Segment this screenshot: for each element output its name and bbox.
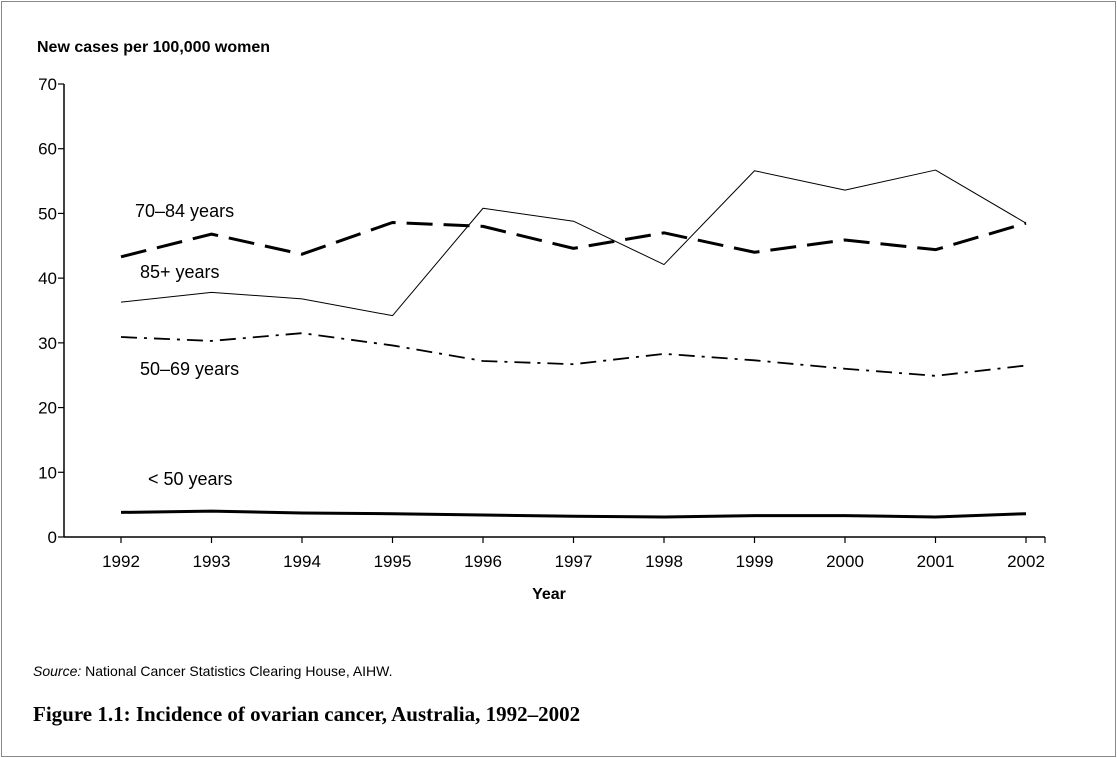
y-tick-label: 30 xyxy=(38,334,57,353)
y-axis-title: New cases per 100,000 women xyxy=(37,39,270,56)
x-tick-label: 1998 xyxy=(645,552,683,571)
y-tick-label: 70 xyxy=(38,75,57,94)
y-tick-label: 60 xyxy=(38,140,57,159)
source-text: National Cancer Statistics Clearing Hous… xyxy=(81,663,393,679)
source-note: Source: National Cancer Statistics Clear… xyxy=(33,663,393,679)
x-tick-label: 1994 xyxy=(283,552,321,571)
figure-caption: Figure 1.1: Incidence of ovarian cancer,… xyxy=(33,702,581,726)
series-label: 50–69 years xyxy=(140,359,239,379)
series-line xyxy=(120,332,1027,377)
series-labels: 70–84 years 85+ years 50–69 years < 50 year… xyxy=(135,201,239,489)
x-tick-label: 1997 xyxy=(555,552,593,571)
series-label: 70–84 years xyxy=(135,201,234,221)
y-tick-label: 20 xyxy=(38,399,57,418)
source-label: Source: xyxy=(33,663,82,679)
x-tick-label: 1992 xyxy=(102,552,140,571)
x-tick-label: 2000 xyxy=(826,552,864,571)
x-tick-label: 1996 xyxy=(464,552,502,571)
y-tick-label: 50 xyxy=(38,204,57,223)
y-tick-label: 40 xyxy=(38,269,57,288)
x-tick-label: 1999 xyxy=(736,552,774,571)
y-tick-label: 10 xyxy=(38,463,57,482)
series-label: 85+ years xyxy=(140,262,220,282)
x-tick-label: 2001 xyxy=(917,552,955,571)
x-tick-label: 1995 xyxy=(374,552,412,571)
series-label: < 50 years xyxy=(148,469,233,489)
y-tick-label: 0 xyxy=(48,528,57,547)
series-line xyxy=(120,220,1027,259)
axes: 0 10 20 30 40 50 60 70 1992 1993 1994 1995 1996 1997 1… xyxy=(38,75,1046,571)
x-tick-label: 1993 xyxy=(193,552,231,571)
series-line xyxy=(120,169,1027,317)
series-line xyxy=(120,509,1027,519)
series-layer xyxy=(120,169,1027,519)
line-chart: New cases per 100,000 women 0 10 20 30 40 50 6… xyxy=(37,39,1046,603)
x-axis-title: Year xyxy=(532,586,566,603)
x-tick-label: 2002 xyxy=(1007,552,1045,571)
